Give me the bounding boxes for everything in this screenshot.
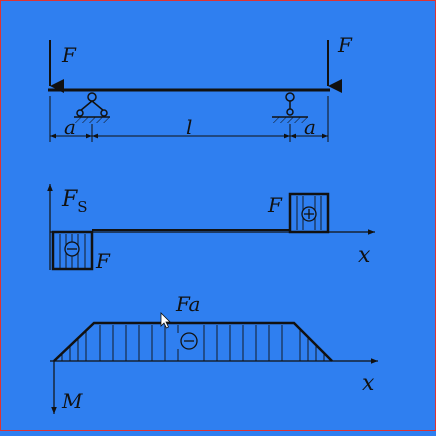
left-force-label: F — [61, 43, 77, 67]
shear-axis-label: FS — [61, 187, 88, 216]
shear-negative-region — [53, 232, 92, 269]
shear-positive-region — [290, 194, 328, 232]
moment-x-label: x — [362, 371, 375, 396]
mouse-cursor-icon — [161, 313, 170, 328]
moment-diagram: x M Fa — [50, 292, 378, 414]
shear-positive-label: F — [267, 193, 283, 217]
dim-right-label: a — [304, 115, 316, 139]
right-roller-support — [272, 93, 308, 123]
moment-axis-label: M — [61, 389, 83, 413]
right-force-label: F — [337, 33, 353, 57]
shear-negative-label: F — [95, 249, 111, 273]
dim-middle-label: l — [186, 115, 192, 139]
shear-x-label: x — [358, 243, 371, 268]
shear-diagram: FS x F F — [50, 184, 375, 273]
dim-left-label: a — [64, 115, 76, 139]
left-pin-support — [74, 93, 110, 123]
moment-value-label: Fa — [175, 292, 200, 316]
beam-figure: F F a l a — [48, 33, 353, 142]
moment-region — [54, 323, 332, 361]
